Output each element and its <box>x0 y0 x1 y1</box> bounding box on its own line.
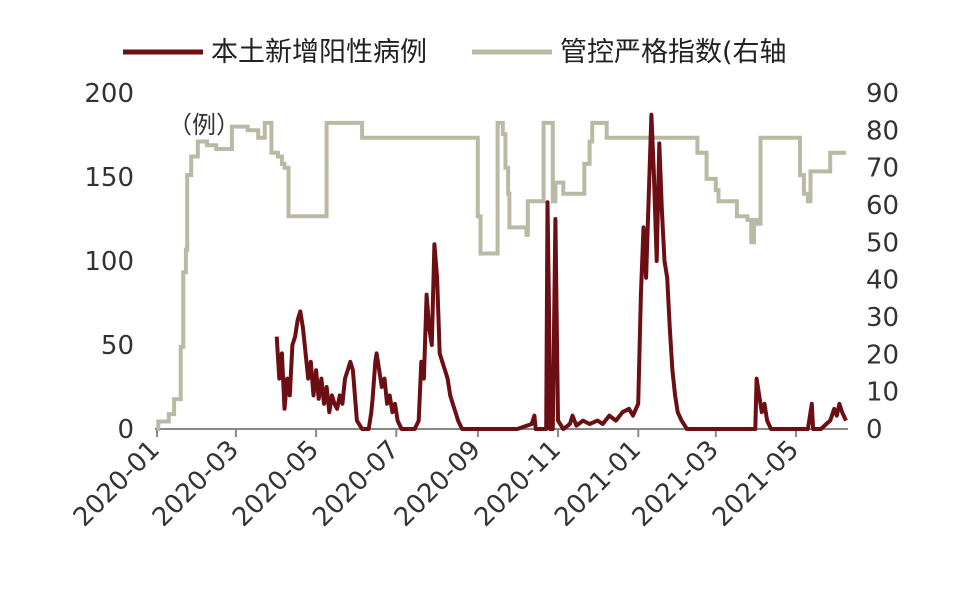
y-right-tick-label: 40 <box>866 266 899 296</box>
x-tick-label: 2021-05 <box>707 435 805 533</box>
y-right-tick-label: 70 <box>866 154 899 184</box>
y-right-tick-label: 20 <box>866 340 899 370</box>
y-left-tick-label: 100 <box>84 247 134 277</box>
y-right-tick-label: 90 <box>866 79 899 109</box>
series-line-strictness-index <box>156 120 846 431</box>
y-right-tick-label: 80 <box>866 116 899 146</box>
y-left-axis: 0 50 100 150 200 <box>84 79 134 445</box>
legend: 本土新增阳性病例 管控严格指数(右轴 <box>123 37 787 68</box>
series-line-local-cases <box>274 112 848 431</box>
x-tick-label: 2020-09 <box>389 435 487 533</box>
unit-label: （例） <box>168 111 240 139</box>
y-left-tick-label: 0 <box>117 415 134 445</box>
x-tick-label: 2020-01 <box>68 435 166 533</box>
legend-label-index: 管控严格指数(右轴 <box>560 37 787 68</box>
y-left-tick-label: 150 <box>84 163 134 193</box>
x-tick-label: 2020-05 <box>227 435 325 533</box>
y-right-tick-label: 0 <box>866 415 883 445</box>
x-tick-label: 2021-03 <box>627 435 725 533</box>
y-left-tick-label: 50 <box>101 331 134 361</box>
x-tick-label: 2020-07 <box>307 435 405 533</box>
y-right-tick-label: 60 <box>866 191 899 221</box>
x-tick-label: 2020-03 <box>147 435 245 533</box>
y-right-tick-label: 30 <box>866 303 899 333</box>
y-right-axis: 0 10 20 30 40 50 60 70 80 90 <box>866 79 899 445</box>
y-right-tick-label: 10 <box>866 378 899 408</box>
legend-label-cases: 本土新增阳性病例 <box>211 37 427 68</box>
y-left-tick-label: 200 <box>84 79 134 109</box>
x-axis: 2020-012020-032020-052020-072020-092020-… <box>68 429 805 533</box>
y-right-tick-label: 50 <box>866 228 899 258</box>
x-tick-label: 2020-11 <box>469 435 567 533</box>
